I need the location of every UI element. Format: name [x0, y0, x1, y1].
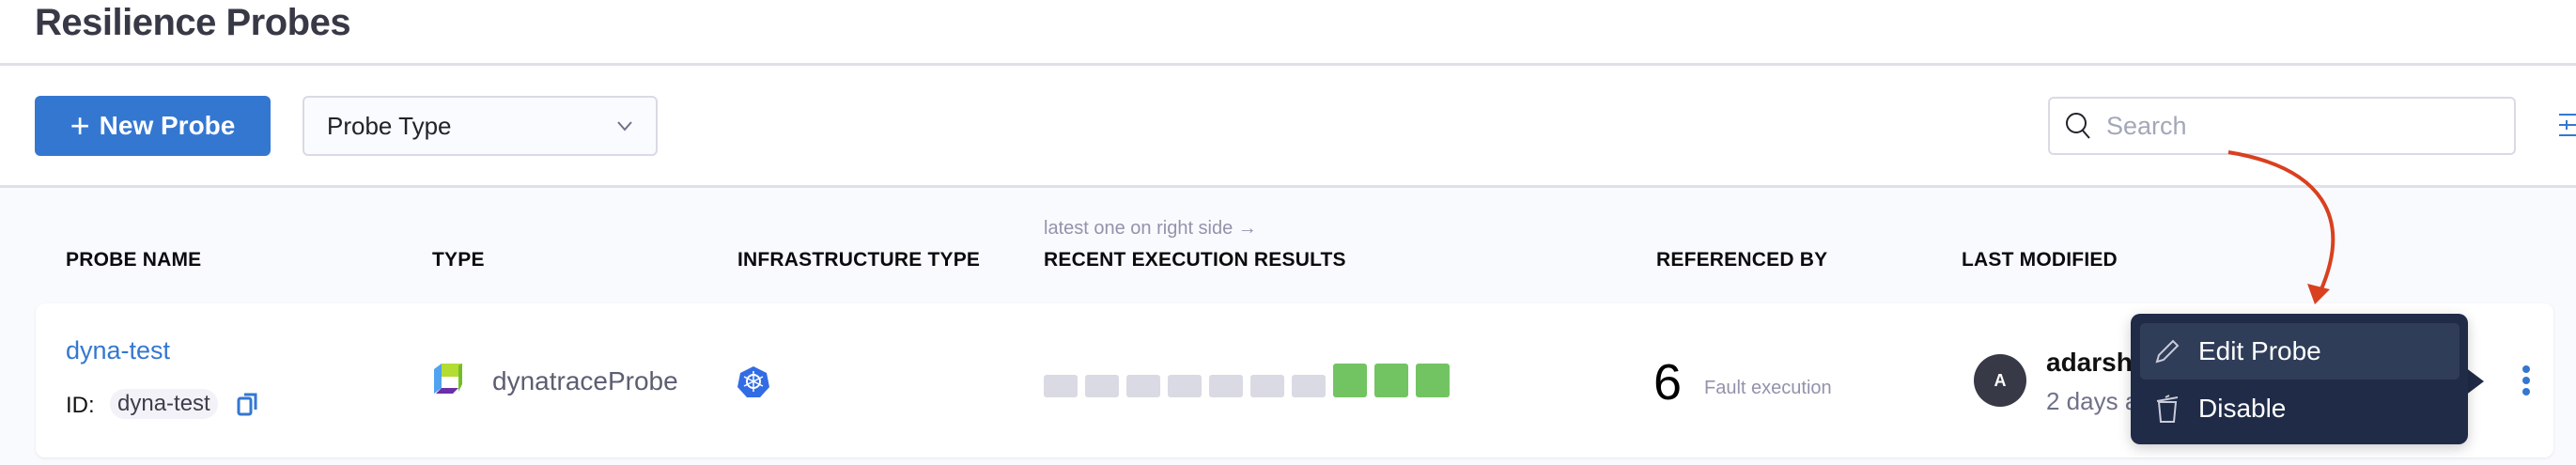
new-probe-label: New Probe — [99, 111, 236, 140]
menu-item-label: Edit Probe — [2198, 336, 2321, 365]
column-header-type[interactable]: TYPE — [432, 249, 485, 271]
trash-icon — [2156, 395, 2179, 423]
column-header-probe-name[interactable]: PROBE NAME — [66, 249, 202, 271]
column-header-recent-results[interactable]: RECENT EXECUTION RESULTS — [1044, 249, 1346, 271]
search-input[interactable]: Search — [2048, 97, 2516, 155]
result-none[interactable] — [1209, 375, 1243, 397]
result-passed[interactable] — [1374, 364, 1408, 397]
search-icon — [2066, 113, 2090, 139]
modified-by: adarsh — [2046, 348, 2133, 377]
pencil-icon — [2155, 339, 2180, 364]
header-divider — [0, 63, 2576, 66]
probe-name-link[interactable]: dyna-test — [66, 336, 171, 364]
result-passed[interactable] — [1416, 364, 1450, 397]
menu-item-disable[interactable]: Disable — [2140, 380, 2460, 437]
result-none[interactable] — [1085, 375, 1119, 397]
result-passed[interactable] — [1333, 364, 1367, 397]
probe-type-dropdown[interactable]: Probe Type — [303, 96, 658, 156]
probe-id-value: dyna-test — [110, 389, 218, 419]
plus-icon: + — [70, 106, 90, 145]
probe-type-label: Probe Type — [327, 111, 452, 140]
new-probe-button[interactable]: + New Probe — [35, 96, 271, 156]
referenced-label: Fault execution — [1704, 378, 1832, 398]
result-none[interactable] — [1250, 375, 1284, 397]
search-placeholder: Search — [2106, 111, 2187, 140]
result-none[interactable] — [1168, 375, 1202, 397]
results-hint: latest one on right side → — [1044, 218, 1257, 239]
dynatrace-icon — [434, 364, 462, 394]
kubernetes-icon — [737, 366, 769, 397]
column-header-last-modified[interactable]: LAST MODIFIED — [1962, 249, 2118, 271]
result-none[interactable] — [1292, 375, 1326, 397]
probe-type-text: dynatraceProbe — [492, 366, 678, 395]
probe-id-label: ID: — [66, 393, 95, 418]
column-header-referenced-by[interactable]: REFERENCED BY — [1656, 249, 1828, 271]
menu-item-label: Disable — [2198, 394, 2287, 423]
more-options-icon[interactable] — [2520, 364, 2533, 398]
chevron-down-icon — [617, 121, 632, 132]
copy-icon[interactable] — [237, 392, 259, 416]
result-none[interactable] — [1126, 375, 1160, 397]
filter-icon[interactable] — [2559, 111, 2576, 139]
column-header-infrastructure-type[interactable]: INFRASTRUCTURE TYPE — [737, 249, 981, 271]
referenced-count: 6 — [1653, 354, 1683, 411]
toolbar-divider — [0, 185, 2576, 188]
context-menu: Edit Probe Disable — [2131, 314, 2468, 444]
menu-item-edit-probe[interactable]: Edit Probe — [2140, 323, 2460, 380]
result-none[interactable] — [1044, 375, 1078, 397]
avatar: A — [1974, 354, 2026, 407]
page-title: Resilience Probes — [35, 2, 351, 43]
